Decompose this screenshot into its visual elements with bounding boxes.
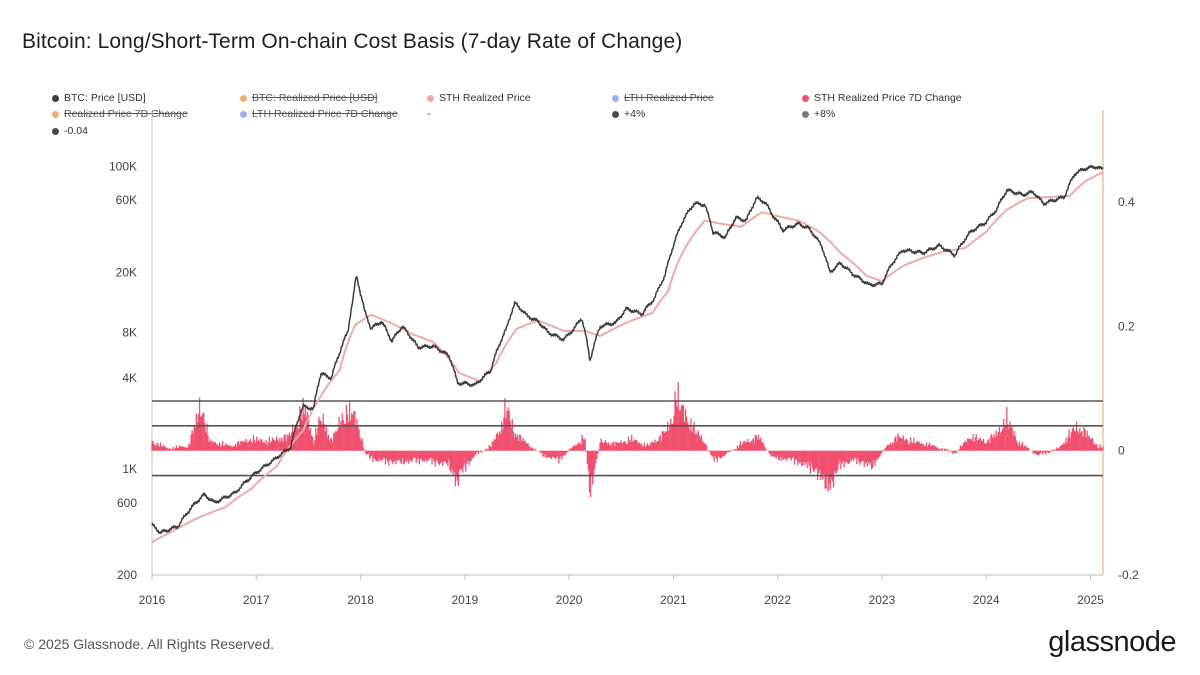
chart-title: Bitcoin: Long/Short-Term On-chain Cost B…	[22, 30, 683, 53]
legend-item[interactable]: BTC: Realized Price [USD]	[240, 92, 377, 104]
legend-swatch	[52, 127, 59, 135]
legend-item[interactable]: STH Realized Price	[427, 92, 531, 104]
legend-item[interactable]: -	[427, 108, 431, 120]
legend-label: LTH Realized Price	[624, 92, 714, 104]
x-tick-label: 2020	[556, 593, 583, 607]
y-left-tick-label: 8K	[122, 326, 137, 340]
legend-swatch	[427, 94, 434, 102]
y-right-tick-label: 0	[1118, 444, 1125, 458]
legend-item[interactable]: Realized Price 7D Change	[52, 108, 188, 120]
legend-swatch	[240, 110, 247, 118]
x-tick-label: 2019	[451, 593, 478, 607]
legend-label: -0.04	[64, 125, 88, 137]
x-tick-label: 2018	[347, 593, 374, 607]
legend-item[interactable]: -0.04	[52, 125, 88, 137]
legend-label: STH Realized Price	[439, 92, 531, 104]
btc-price-line	[151, 164, 1104, 535]
legend-label: +4%	[624, 108, 646, 120]
y-right-tick-label: -0.2	[1118, 568, 1139, 582]
legend-swatch	[240, 94, 247, 102]
legend-label: -	[427, 108, 431, 120]
copyright-notice: © 2025 Glassnode. All Rights Reserved.	[24, 636, 275, 652]
y-left-tick-label: 4K	[122, 371, 137, 385]
legend-item[interactable]: LTH Realized Price 7D Change	[240, 108, 398, 120]
legend-swatch	[52, 94, 59, 102]
y-left-tick-label: 600	[117, 496, 137, 510]
legend-swatch	[802, 110, 809, 118]
y-left-tick-label: 200	[117, 568, 137, 582]
legend-label: BTC: Price [USD]	[64, 92, 146, 104]
y-left-tick-label: 60K	[116, 193, 137, 207]
x-tick-label: 2017	[243, 593, 270, 607]
legend-item[interactable]: LTH Realized Price	[612, 92, 714, 104]
legend-swatch	[52, 110, 59, 118]
glassnode-logo: glassnode	[1048, 626, 1176, 658]
legend-item[interactable]: BTC: Price [USD]	[52, 92, 146, 104]
x-tick-label: 2022	[764, 593, 791, 607]
x-tick-label: 2025	[1077, 593, 1104, 607]
legend-label: BTC: Realized Price [USD]	[252, 92, 378, 104]
x-tick-label: 2021	[660, 593, 687, 607]
y-right-tick-label: 0.2	[1118, 319, 1135, 333]
x-tick-label: 2016	[139, 593, 166, 607]
y-left-tick-label: 20K	[116, 265, 137, 279]
y-left-tick-label: 1K	[122, 462, 137, 476]
legend-label: STH Realized Price 7D Change	[814, 92, 962, 104]
legend-swatch	[802, 94, 809, 102]
y-left-tick-label: 100K	[109, 160, 137, 174]
x-tick-label: 2023	[869, 593, 896, 607]
legend-swatch	[612, 110, 619, 118]
legend-swatch	[612, 94, 619, 102]
sth-realized-price-line	[151, 171, 1104, 543]
legend-label: LTH Realized Price 7D Change	[252, 108, 398, 120]
legend-label: Realized Price 7D Change	[64, 108, 188, 120]
legend-item[interactable]: STH Realized Price 7D Change	[802, 92, 962, 104]
legend-item[interactable]: +4%	[612, 108, 645, 120]
legend-item[interactable]: +8%	[802, 108, 835, 120]
x-tick-label: 2024	[973, 593, 1000, 607]
y-right-tick-label: 0.4	[1118, 195, 1135, 209]
legend-label: +8%	[814, 108, 836, 120]
